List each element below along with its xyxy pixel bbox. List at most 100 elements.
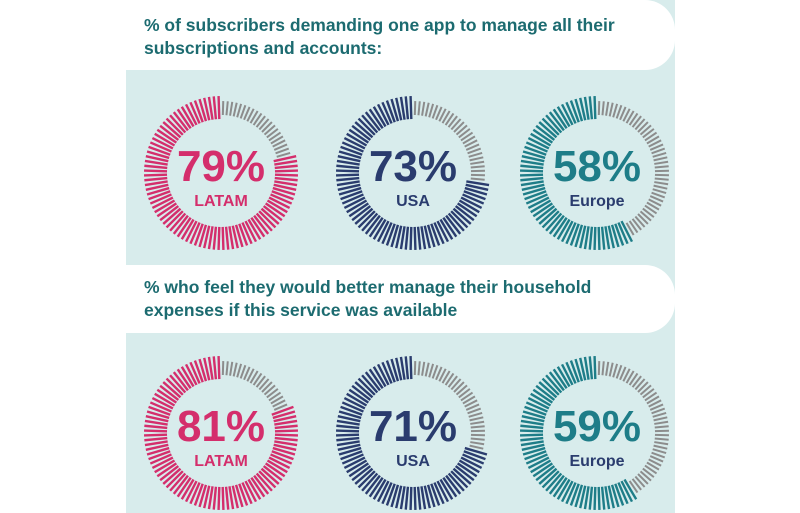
value-tick bbox=[146, 410, 170, 420]
value-tick bbox=[588, 226, 594, 250]
value-tick bbox=[217, 96, 221, 120]
value-tick bbox=[404, 96, 410, 120]
value-tick bbox=[447, 212, 465, 232]
value-tick bbox=[538, 207, 558, 225]
value-tick bbox=[538, 467, 558, 485]
value-tick bbox=[535, 205, 556, 222]
remainder-tick bbox=[654, 420, 669, 425]
value-tick bbox=[456, 202, 478, 218]
region-label: USA bbox=[396, 453, 430, 470]
value-tick bbox=[569, 223, 580, 246]
value-tick bbox=[376, 480, 390, 503]
value-tick bbox=[385, 223, 396, 246]
value-tick bbox=[525, 453, 548, 465]
value-tick bbox=[454, 465, 475, 482]
value-tick bbox=[180, 106, 195, 128]
value-tick bbox=[274, 440, 298, 447]
value-tick bbox=[442, 476, 458, 498]
value-tick bbox=[273, 155, 297, 163]
value-tick bbox=[193, 223, 204, 246]
value-tick bbox=[189, 222, 201, 245]
value-tick bbox=[413, 486, 417, 510]
remainder-tick bbox=[639, 210, 652, 222]
value-tick bbox=[433, 222, 445, 245]
remainder-tick bbox=[631, 375, 642, 388]
percent-label: 73% bbox=[369, 142, 457, 191]
value-tick bbox=[520, 164, 544, 170]
remainder-tick bbox=[470, 420, 485, 425]
remainder-tick bbox=[654, 441, 669, 446]
value-tick bbox=[556, 218, 571, 240]
value-tick bbox=[217, 486, 221, 510]
remainder-tick bbox=[469, 416, 484, 422]
remainder-tick bbox=[653, 416, 668, 422]
value-tick bbox=[372, 478, 387, 500]
value-tick bbox=[450, 210, 469, 229]
value-tick bbox=[212, 486, 218, 510]
remainder-tick bbox=[458, 128, 471, 139]
value-tick bbox=[148, 145, 171, 156]
value-tick bbox=[452, 207, 472, 225]
value-tick bbox=[338, 186, 362, 196]
remainder-tick bbox=[646, 201, 660, 211]
value-tick bbox=[253, 214, 270, 235]
remainder-tick bbox=[258, 378, 270, 391]
value-tick bbox=[452, 467, 472, 485]
remainder-tick bbox=[637, 473, 649, 485]
value-tick bbox=[462, 193, 485, 205]
value-tick bbox=[271, 450, 294, 461]
remainder-tick bbox=[273, 143, 288, 151]
value-tick bbox=[255, 212, 273, 232]
value-tick bbox=[207, 486, 214, 510]
remainder-tick bbox=[435, 106, 443, 121]
value-tick bbox=[597, 226, 601, 250]
value-tick bbox=[430, 483, 441, 506]
value-tick bbox=[610, 484, 620, 508]
remainder-tick bbox=[653, 184, 668, 190]
value-tick bbox=[548, 371, 565, 392]
value-tick bbox=[530, 132, 552, 147]
value-tick bbox=[184, 220, 198, 243]
remainder-tick bbox=[642, 467, 655, 478]
value-tick bbox=[241, 222, 253, 245]
remainder-tick bbox=[649, 403, 664, 411]
value-tick bbox=[343, 136, 366, 150]
value-tick bbox=[364, 111, 381, 132]
remainder-tick bbox=[249, 370, 259, 384]
value-tick bbox=[338, 410, 362, 420]
value-tick bbox=[255, 472, 273, 492]
remainder-tick bbox=[469, 444, 484, 450]
value-tick bbox=[600, 486, 606, 510]
value-tick bbox=[583, 356, 590, 380]
value-tick bbox=[376, 220, 390, 243]
value-tick bbox=[273, 183, 297, 191]
value-tick bbox=[343, 456, 366, 470]
value-tick bbox=[144, 440, 168, 447]
remainder-tick bbox=[648, 139, 662, 148]
value-tick bbox=[198, 358, 208, 382]
value-tick bbox=[354, 381, 374, 399]
value-tick bbox=[583, 96, 590, 120]
value-tick bbox=[395, 357, 403, 381]
remainder-tick bbox=[268, 131, 282, 142]
value-tick bbox=[593, 226, 597, 250]
value-tick bbox=[522, 186, 546, 196]
value-tick bbox=[560, 103, 574, 126]
value-tick bbox=[231, 485, 239, 509]
value-tick bbox=[253, 474, 270, 495]
value-tick bbox=[583, 226, 590, 250]
value-tick bbox=[159, 384, 180, 401]
remainder-tick bbox=[631, 478, 642, 491]
value-tick bbox=[341, 141, 364, 153]
value-tick bbox=[184, 480, 198, 503]
remainder-tick bbox=[601, 101, 605, 116]
value-tick bbox=[527, 136, 550, 150]
value-tick bbox=[340, 450, 363, 461]
value-tick bbox=[552, 216, 568, 238]
remainder-tick bbox=[628, 112, 639, 126]
value-tick bbox=[337, 443, 361, 451]
value-tick bbox=[463, 450, 486, 461]
value-tick bbox=[144, 164, 168, 170]
value-tick bbox=[556, 478, 571, 500]
percent-label: 59% bbox=[553, 402, 641, 451]
